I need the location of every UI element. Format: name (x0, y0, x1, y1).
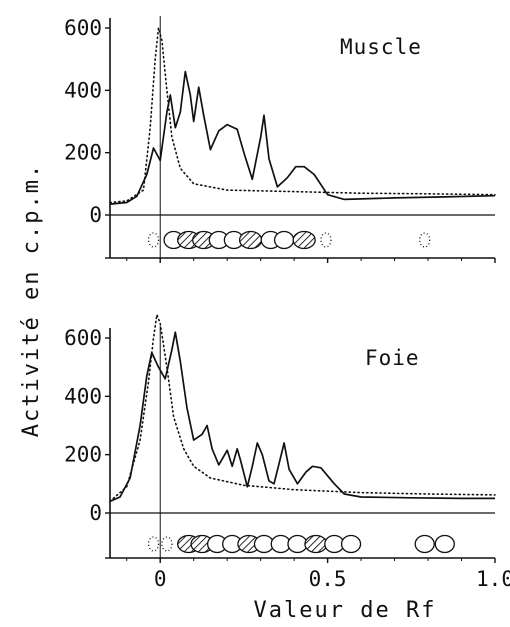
panel-title-muscle: Muscle (340, 35, 422, 59)
series-dotted-line (109, 313, 496, 503)
spot-open (434, 534, 455, 554)
spot-open (287, 534, 308, 554)
y-tick-label: 0 (89, 203, 102, 227)
y-tick-label: 600 (64, 16, 102, 40)
y-tick-label: 200 (64, 443, 102, 467)
series-solid-line (109, 70, 496, 205)
series-dotted-line (109, 27, 496, 204)
spot-dotted (147, 536, 160, 552)
panel-muscle: 0 200 400 600 (64, 16, 496, 263)
series-solid-line (109, 331, 495, 503)
y-axis-label: Activité en c.p.m. (19, 163, 44, 437)
spot-hatched (238, 230, 263, 250)
spot-dotted (161, 536, 173, 552)
spot-open (414, 534, 435, 554)
y-tick-label: 200 (64, 141, 102, 165)
panel-title-foie: Foie (365, 346, 420, 370)
spot-open (273, 230, 295, 250)
spot-dotted (320, 232, 332, 248)
y-tick-label: 0 (89, 501, 102, 525)
spot-hatched (292, 230, 316, 250)
x-tick-label: 0 (154, 567, 167, 591)
x-tick-label: 0.5 (309, 567, 347, 591)
x-tick-label: 1.0 (476, 567, 510, 591)
spot-hatched (304, 534, 328, 554)
y-tick-label: 400 (64, 384, 102, 408)
panel-foie: 0 200 400 600 0 0.5 1.0 (64, 313, 510, 591)
spot-dotted (147, 232, 160, 248)
y-tick-label: 600 (64, 326, 102, 350)
spot-open (340, 534, 362, 554)
y-tick-label: 400 (64, 78, 102, 102)
x-axis-label: Valeur de Rf (254, 598, 437, 623)
spot-dotted (419, 232, 431, 248)
